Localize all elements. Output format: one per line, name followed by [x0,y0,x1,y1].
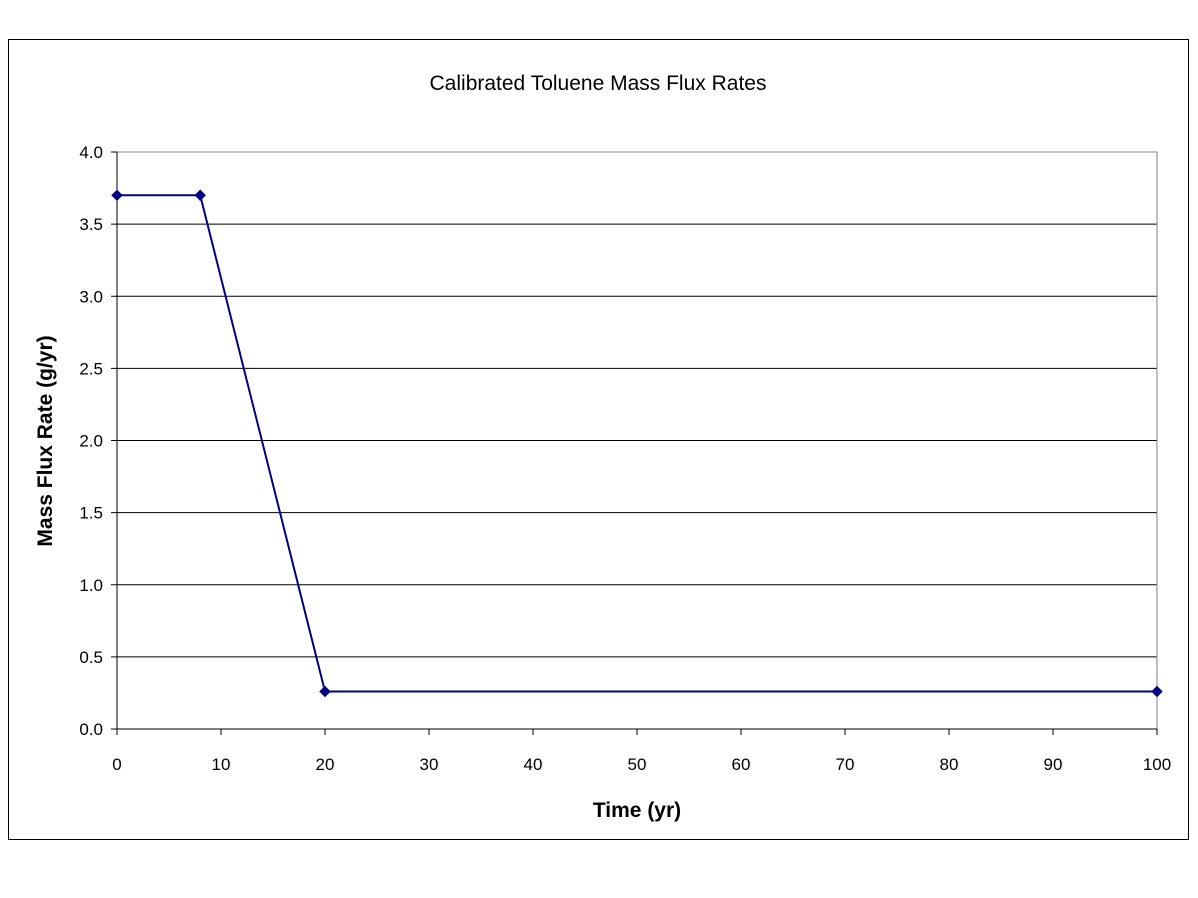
data-point [1151,685,1163,698]
y-axis-title: Mass Flux Rate (g/yr) [34,335,57,546]
y-tick-label: 1.5 [79,504,103,523]
y-tick-label: 2.5 [79,359,103,378]
x-tick-label: 100 [1143,755,1171,774]
chart-area [8,39,1189,840]
x-tick-label: 10 [212,755,231,774]
y-tick-label: 0.5 [79,648,103,667]
chart-title: Calibrated Toluene Mass Flux Rates [430,72,767,95]
x-tick-label: 70 [836,755,855,774]
x-tick-label: 80 [940,755,959,774]
x-tick-label: 60 [732,755,751,774]
x-tick-label: 30 [420,755,439,774]
x-tick-label: 0 [112,755,121,774]
axes: 0.0 0.5 1.0 1.5 2.0 2.5 3.0 3.5 4.0 0 10 20 30 40 50 60… [79,143,1171,774]
y-tick-label: 4.0 [79,143,103,162]
y-tick-label: 3.5 [79,215,103,234]
x-axis-title: Time (yr) [593,799,681,822]
x-tick-label: 50 [628,755,647,774]
data-point [194,189,206,201]
y-tick-label: 3.0 [79,287,103,306]
gridlines [117,151,1157,658]
x-tick-label: 40 [524,755,543,774]
series-line [117,194,1157,693]
x-tick-label: 20 [316,755,335,774]
y-tick-label: 0.0 [79,720,103,739]
x-tick-label: 90 [1044,755,1063,774]
data-point [111,189,123,201]
y-tick-label: 2.0 [79,432,103,451]
series-layer [111,189,1163,698]
data-point [319,685,331,698]
y-tick-label: 1.0 [79,576,103,595]
